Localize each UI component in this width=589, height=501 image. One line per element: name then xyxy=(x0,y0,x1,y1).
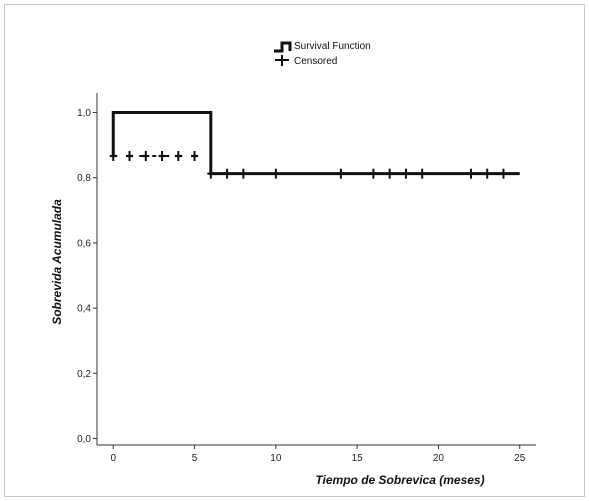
x-tick-label: 20 xyxy=(433,453,445,464)
x-tick-label: 15 xyxy=(352,453,364,464)
y-tick-label: 0,0 xyxy=(77,434,91,445)
censored-mark xyxy=(418,168,426,179)
y-tick-label: 0,6 xyxy=(77,238,91,249)
censored-mark xyxy=(207,168,215,179)
legend-censored-symbol xyxy=(275,55,289,66)
censored-mark xyxy=(369,168,377,179)
censored-mark xyxy=(223,168,231,179)
legend-censored-label: Censored xyxy=(294,56,337,67)
censored-mark xyxy=(467,168,475,179)
x-tick-label: 25 xyxy=(514,453,526,464)
legend-survival-symbol xyxy=(274,41,292,53)
x-tick-label: 10 xyxy=(270,453,282,464)
censored-mark xyxy=(239,168,247,179)
censored-mark xyxy=(337,168,345,179)
censored-mark xyxy=(386,168,394,179)
survival-step-line xyxy=(111,111,520,176)
x-tick-label: 5 xyxy=(192,453,198,464)
axes: 0,0 0,2 0,4 0,6 0,8 1,0 0 5 10 15 20 25 xyxy=(77,93,536,464)
censored-mark xyxy=(483,168,491,179)
censored-mark xyxy=(158,151,166,162)
censored-mark xyxy=(272,168,280,179)
x-axis-title: Tiempo de Sobrevica (meses) xyxy=(315,473,484,487)
y-tick-label: 0,8 xyxy=(77,173,91,184)
censored-mark xyxy=(142,151,150,162)
y-tick-label: 0,2 xyxy=(77,369,91,380)
chart-frame: Survival Function Censored 0,0 0,2 0,4 0,6 0… xyxy=(4,4,585,497)
censored-mark xyxy=(402,168,410,179)
y-tick-label: 0,4 xyxy=(77,304,91,315)
plot-area xyxy=(109,111,520,179)
x-tick-label: 0 xyxy=(110,453,116,464)
censored-mark xyxy=(499,168,507,179)
y-tick-label: 1,0 xyxy=(77,108,91,119)
y-axis-title: Sobrevida Acumulada xyxy=(50,199,64,325)
survival-chart: Survival Function Censored 0,00,20,40,60… xyxy=(50,41,536,487)
legend: Survival Function Censored xyxy=(274,41,371,67)
legend-survival-label: Survival Function xyxy=(294,41,371,52)
